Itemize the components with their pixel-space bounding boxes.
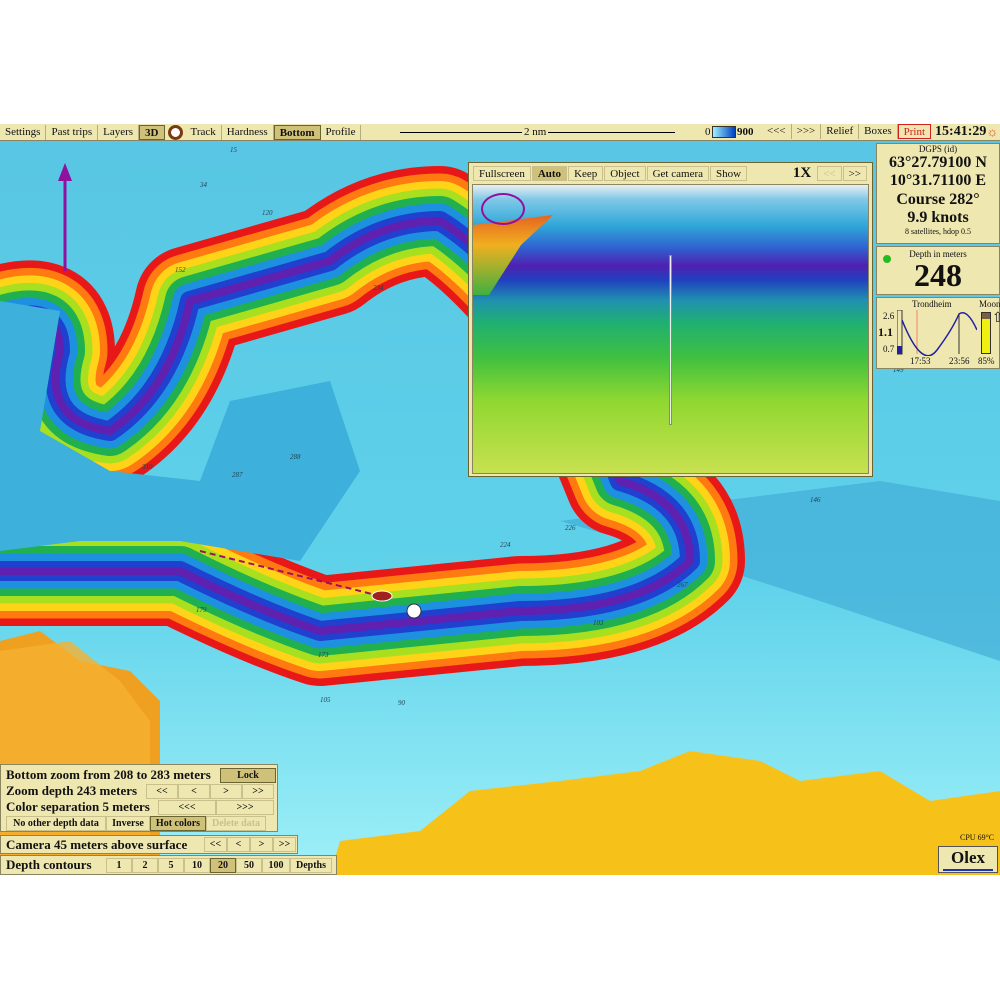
camera-fast-up[interactable]: >>: [273, 837, 296, 852]
color-sep-increase[interactable]: >>>: [216, 799, 274, 815]
moon-phase-bar: [981, 312, 991, 354]
cpu-temperature: CPU 69°C: [960, 833, 995, 842]
3d-view-window: Fullscreen Auto Keep Object Get camera S…: [468, 162, 873, 477]
color-separation: Color separation 5 meters: [6, 799, 150, 814]
3d-scene[interactable]: [472, 184, 869, 474]
tide-curve: [897, 310, 977, 356]
color-sep-decrease[interactable]: <<<: [158, 799, 216, 815]
satellites: 8 satellites, hdop 0.5: [905, 227, 971, 236]
relief-button[interactable]: Relief: [821, 124, 860, 139]
zoom-next-button[interactable]: >>: [842, 165, 867, 181]
settings-button[interactable]: Settings: [0, 124, 47, 140]
scroll-right-button[interactable]: >>>: [791, 124, 822, 139]
get-camera-button[interactable]: Get camera: [646, 165, 709, 181]
depth-marker-pole: [669, 255, 672, 425]
profile-button[interactable]: Profile: [320, 124, 362, 140]
depth-scale-min: 0: [705, 126, 711, 138]
scroll-left-button[interactable]: <<<: [762, 124, 792, 139]
zoom-depth-back[interactable]: <: [178, 783, 210, 799]
moon-label: Moon: [979, 299, 1000, 309]
zoom-range: Bottom zoom from 208 to 283 meters: [6, 767, 211, 782]
compass-arrow-icon: [481, 193, 525, 225]
camera-panel: Camera 45 meters above surface << < > >>: [0, 835, 298, 854]
soundings: 15 34 120 152 234 287 310 288 224 226 17…: [142, 146, 904, 707]
tide-panel: Trondheim Moon 2.6 1.1 0.7 17:53 23:56 8…: [876, 297, 1000, 369]
depth-label: Depth in meters: [909, 249, 967, 259]
bottom-button[interactable]: Bottom: [273, 124, 321, 140]
lock-button[interactable]: Lock: [220, 767, 276, 783]
3d-button[interactable]: 3D: [139, 124, 165, 140]
fullscreen-button[interactable]: Fullscreen: [473, 165, 531, 181]
zoom-prev-button[interactable]: <<: [817, 165, 842, 181]
zoom-depth-fast-back[interactable]: <<: [146, 783, 178, 799]
clock: 15:41:29: [935, 124, 987, 139]
depth-value: 248: [914, 257, 962, 293]
gps-source: DGPS (id): [918, 144, 958, 154]
center-boat-icon[interactable]: [167, 124, 183, 140]
longitude: 10°31.71100 E: [889, 172, 987, 189]
contour-100[interactable]: 100: [262, 857, 290, 873]
print-button[interactable]: Print: [897, 124, 932, 139]
tide-current: 1.1: [878, 325, 893, 339]
keep-button[interactable]: Keep: [568, 165, 604, 181]
tide-place: Trondheim: [912, 299, 952, 309]
moon-percent: 85%: [978, 356, 995, 366]
status-indicator: [883, 255, 891, 263]
hot-colors-button[interactable]: Hot colors: [150, 815, 206, 831]
depth-color-scale[interactable]: [712, 126, 736, 138]
zoom-level: 1X: [792, 164, 812, 181]
zoom-depth-fast-forward[interactable]: >>: [242, 783, 274, 799]
zoom-depth: Zoom depth 243 meters: [6, 783, 138, 798]
past-trips-button[interactable]: Past trips: [46, 124, 99, 140]
depth-scale-max: 900: [737, 126, 754, 138]
bottom-zoom-panel: Bottom zoom from 208 to 283 meters Lock Z…: [0, 764, 278, 832]
zoom-depth-forward[interactable]: >: [210, 783, 242, 799]
track-line: [199, 550, 381, 597]
contour-50[interactable]: 50: [236, 857, 262, 873]
delete-data-button[interactable]: Delete data: [206, 815, 266, 831]
speed: 9.9 knots: [907, 209, 969, 226]
low-tide-time: 17:53: [910, 356, 931, 366]
3d-view-toolbar: Fullscreen Auto Keep Object Get camera S…: [469, 163, 872, 183]
depth-contours-label: Depth contours: [6, 857, 92, 872]
contour-10[interactable]: 10: [184, 857, 210, 873]
contour-20[interactable]: 20: [210, 857, 236, 873]
gps-panel: DGPS (id) 63°27.79100 N 10°31.71100 E Co…: [876, 143, 1000, 244]
camera-height: Camera 45 meters above surface: [6, 836, 188, 852]
top-toolbar: Settings Past trips Layers 3D Track Hard…: [0, 124, 1000, 141]
layers-button[interactable]: Layers: [98, 124, 140, 140]
object-button[interactable]: Object: [604, 165, 646, 181]
depths-button[interactable]: Depths: [290, 857, 332, 873]
tide-max: 2.6: [883, 311, 895, 321]
scale-label: 2 nm: [522, 126, 549, 138]
tide-min: 0.7: [883, 344, 895, 354]
vessel-icon[interactable]: [371, 590, 422, 619]
contour-5[interactable]: 5: [158, 857, 184, 873]
land-south: [330, 751, 1000, 875]
boxes-button[interactable]: Boxes: [859, 124, 898, 139]
auto-button[interactable]: Auto: [531, 165, 568, 181]
track-button[interactable]: Track: [185, 124, 222, 140]
camera-fast-down[interactable]: <<: [204, 837, 227, 852]
contour-1[interactable]: 1: [106, 857, 132, 873]
show-button[interactable]: Show: [710, 165, 748, 181]
camera-up[interactable]: >: [250, 837, 273, 852]
sun-icon: ☼: [986, 124, 999, 139]
inverse-button[interactable]: Inverse: [106, 815, 150, 831]
contour-2[interactable]: 2: [132, 857, 158, 873]
latitude: 63°27.79100 N: [889, 154, 987, 171]
moon-rising-arrow-icon: ⇧: [992, 311, 1000, 326]
olex-logo: Olex: [938, 846, 998, 873]
high-tide-time: 23:56: [949, 356, 970, 366]
depth-panel: Depth in meters 248: [876, 246, 1000, 295]
depth-contours-panel: Depth contours 1 2 5 10 20 50 100 Depths: [0, 855, 337, 875]
hardness-button[interactable]: Hardness: [221, 124, 274, 140]
no-other-depth-data-button[interactable]: No other depth data: [6, 815, 106, 831]
camera-down[interactable]: <: [227, 837, 250, 852]
course: Course 282°: [896, 191, 980, 208]
inner-basin: [0, 301, 360, 561]
